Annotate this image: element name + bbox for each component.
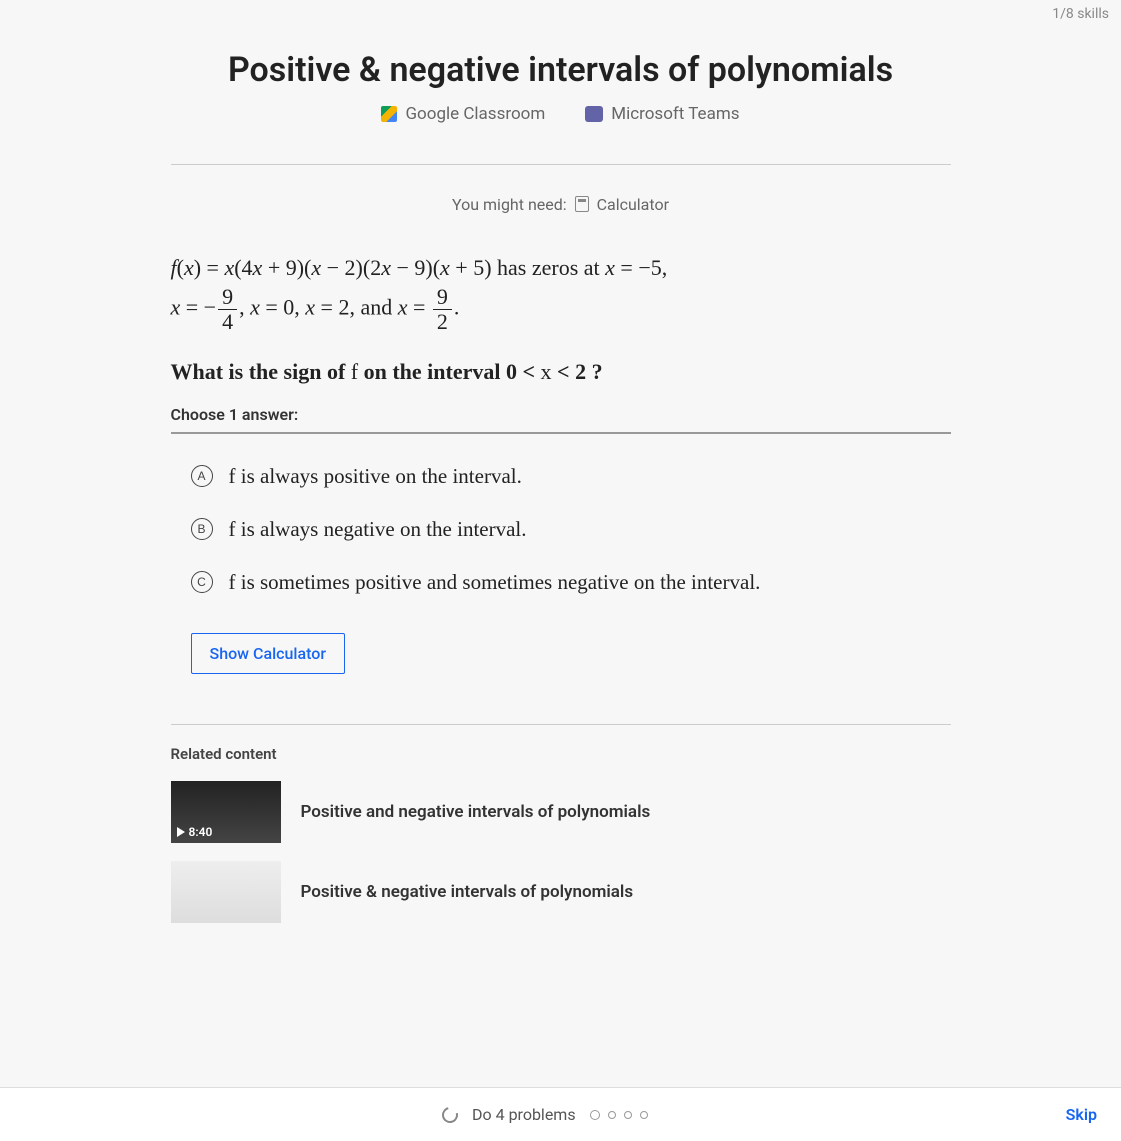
answer-list: Af is always positive on the interval.Bf…: [171, 432, 951, 609]
you-might-need: You might need: Calculator: [171, 195, 951, 214]
related-item-1[interactable]: Positive & negative intervals of polynom…: [171, 861, 951, 923]
skills-counter: 1/8 skills: [1052, 6, 1109, 22]
related-title: Positive & negative intervals of polynom…: [301, 882, 634, 902]
related-heading: Related content: [171, 745, 951, 763]
microsoft-teams-icon: [585, 106, 603, 122]
answer-text: f is always negative on the interval.: [229, 517, 527, 542]
video-thumbnail: 8:40: [171, 781, 281, 843]
choose-label: Choose 1 answer:: [171, 405, 951, 424]
related-item-0[interactable]: 8:40 Positive and negative intervals of p…: [171, 781, 951, 843]
page-title: Positive & negative intervals of polynom…: [20, 50, 1101, 90]
answer-letter: A: [191, 465, 213, 487]
share-google-label: Google Classroom: [405, 104, 545, 124]
calculator-icon: [575, 196, 589, 212]
video-duration: 8:40: [177, 825, 213, 839]
share-microsoft-teams[interactable]: Microsoft Teams: [585, 104, 739, 124]
answer-option-b[interactable]: Bf is always negative on the interval.: [191, 503, 951, 556]
answer-letter: B: [191, 518, 213, 540]
share-teams-label: Microsoft Teams: [611, 104, 739, 124]
show-calculator-button[interactable]: Show Calculator: [191, 633, 346, 674]
problem-statement: f(x) = x(4x + 9)(x − 2)(2x − 9)(x + 5) h…: [171, 250, 951, 335]
related-title: Positive and negative intervals of polyn…: [301, 802, 651, 822]
skip-button[interactable]: Skip: [1066, 1105, 1097, 1124]
video-thumbnail: [171, 861, 281, 923]
answer-text: f is always positive on the interval.: [229, 464, 522, 489]
related-divider: [171, 724, 951, 725]
might-need-tool[interactable]: Calculator: [597, 195, 669, 214]
footer-bar: Do 4 problems Skip: [0, 1087, 1121, 1141]
answer-option-a[interactable]: Af is always positive on the interval.: [191, 450, 951, 503]
question-text: What is the sign of f on the interval 0 …: [171, 359, 951, 385]
refresh-icon[interactable]: [439, 1104, 461, 1126]
header-divider: [171, 164, 951, 165]
share-google-classroom[interactable]: Google Classroom: [381, 104, 545, 124]
answer-text: f is sometimes positive and sometimes ne…: [229, 570, 761, 595]
google-classroom-icon: [381, 106, 397, 122]
answer-letter: C: [191, 571, 213, 593]
might-need-prefix: You might need:: [452, 195, 567, 214]
progress-dots: [590, 1110, 648, 1120]
answer-option-c[interactable]: Cf is sometimes positive and sometimes n…: [191, 556, 951, 609]
problem-line-1: f(x) = x(4x + 9)(x − 2)(2x − 9)(x + 5) h…: [171, 250, 951, 285]
do-problems-label: Do 4 problems: [472, 1105, 576, 1124]
problem-line-2: x = −94, x = 0, x = 2, and x = 92.: [171, 285, 951, 334]
